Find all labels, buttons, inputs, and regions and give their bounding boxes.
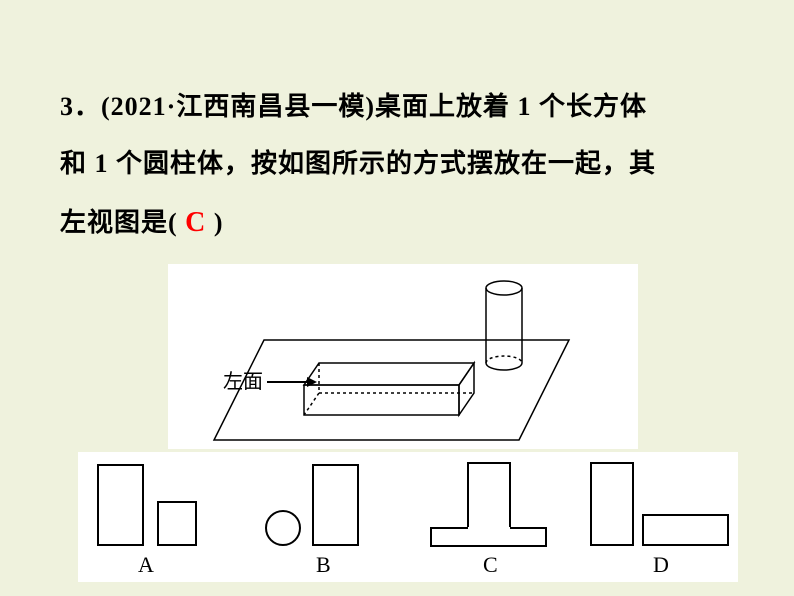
q-number: 3． xyxy=(60,92,101,121)
options-area: A B C D xyxy=(78,452,738,582)
option-c xyxy=(423,460,553,550)
answer-letter: C xyxy=(185,207,206,238)
question-text: 3．(2021·江西南昌县一模)桌面上放着 1 个长方体 和 1 个圆柱体，按如… xyxy=(60,78,744,254)
main-figure: 左面 xyxy=(168,264,638,449)
q-source: (2021·江西南昌县一模) xyxy=(101,92,375,121)
option-c-svg xyxy=(423,460,553,550)
q-body2: 和 1 个圆柱体，按如图所示的方式摆放在一起，其 xyxy=(60,149,656,178)
q-body4: ) xyxy=(214,208,224,237)
option-a-svg xyxy=(88,460,208,550)
cylinder xyxy=(486,281,522,370)
option-b xyxy=(258,460,378,550)
q-body1: 桌面上放着 1 个长方体 xyxy=(375,92,647,121)
left-label: 左面 xyxy=(223,370,263,393)
option-c-label: C xyxy=(483,552,498,578)
option-b-label: B xyxy=(316,552,331,578)
option-d-label: D xyxy=(653,552,669,578)
option-b-svg xyxy=(258,460,378,550)
q-body3: 左视图是( xyxy=(60,208,178,237)
option-a-label: A xyxy=(138,552,154,578)
option-a xyxy=(88,460,208,550)
left-arrow: 左面 xyxy=(223,370,317,393)
option-d-svg xyxy=(583,460,733,550)
main-figure-svg: 左面 xyxy=(169,265,639,450)
option-d xyxy=(583,460,733,550)
table-surface xyxy=(214,340,569,440)
cuboid xyxy=(304,363,474,415)
